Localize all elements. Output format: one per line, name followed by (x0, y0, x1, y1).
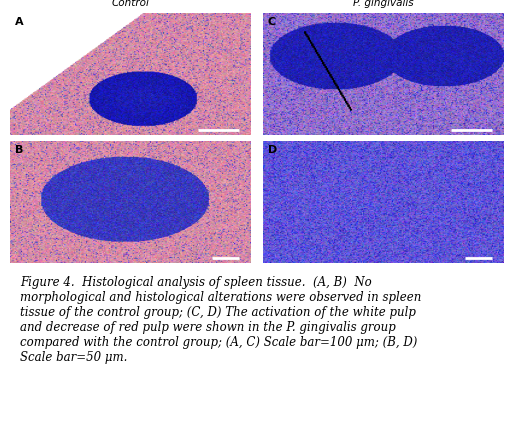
Text: Figure 4.  Histological analysis of spleen tissue.  (A, B)  No
morphological and: Figure 4. Histological analysis of splee… (20, 276, 421, 364)
Text: Control: Control (112, 0, 150, 8)
Text: C: C (268, 17, 276, 27)
Text: P. gingivalis: P. gingivalis (353, 0, 414, 8)
Text: A: A (15, 17, 24, 27)
Text: D: D (268, 145, 277, 155)
Text: B: B (15, 145, 24, 155)
